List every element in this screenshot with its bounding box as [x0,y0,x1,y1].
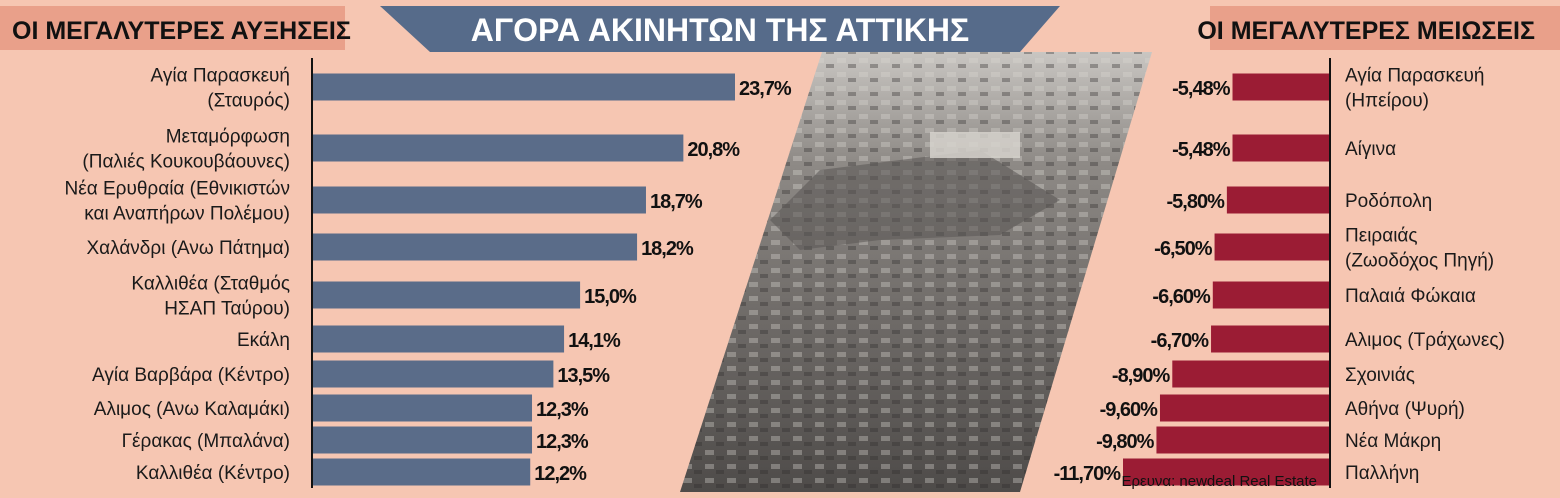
increase-value-label: 18,7% [650,191,703,213]
increase-bar [313,360,554,388]
increase-category-label-line-1: Καλλιθέα (Σταθμός [131,274,290,295]
increase-bar [313,394,533,422]
increase-category-label-line-1: Νέα Ερυθραία (Εθνικιστών [65,179,290,200]
decrease-value-label: -8,90% [1112,365,1171,387]
increase-value-label: 12,2% [534,463,587,485]
increase-value-label: 14,1% [568,330,621,352]
left-header-title: ΟΙ ΜΕΓΑΛΥΤΕΡΕΣ ΑΥΞΗΣΕΙΣ [12,17,351,45]
decrease-category-label-line-1: Σχοινιάς [1345,365,1415,386]
increase-value-label: 23,7% [739,78,792,100]
decrease-value-label: -6,50% [1154,238,1213,260]
increase-bars: 23,7% Αγία Παρασκευή (Σταυρός) 20,8% Μεταμόρ… [65,66,793,486]
decrease-value-label: -9,80% [1096,431,1155,453]
decrease-category-label-line-1: Παλλήνη [1345,463,1419,484]
decrease-bar [1172,360,1329,388]
increase-category-label-line-1: Χαλάνδρι (Ανω Πάτημα) [86,238,290,259]
decrease-bar [1156,426,1329,454]
increase-category-label-line-1: Αγία Παρασκευή [151,66,290,87]
right-header-band [1210,6,1560,50]
increase-category-label-line-1: Μεταμόρφωση [166,127,290,148]
decrease-bar [1232,73,1329,101]
increase-bar [313,233,638,261]
increase-bar [313,134,684,162]
decrease-bar [1211,325,1329,353]
decrease-value-label: -9,60% [1100,399,1159,421]
increase-value-label: 13,5% [557,365,610,387]
decrease-category-label-line-2: (Ζωοδόχος Πηγή) [1345,251,1494,272]
decrease-value-label: -5,48% [1172,78,1231,100]
title-band [380,6,1060,52]
decrease-category-label-line-1: Αίγινα [1345,139,1396,160]
decrease-category-label-line-1: Πειραιάς [1345,226,1418,247]
increase-bar [313,458,531,486]
increase-bar [313,325,565,353]
decrease-value-label: -6,70% [1151,330,1210,352]
decrease-category-label-line-1: Αλιμος (Τράχωνες) [1345,330,1505,351]
parthenon [930,132,1020,158]
increase-category-label-line-2: (Παλιές Κουκουβάουνες) [82,152,290,173]
increase-value-label: 20,8% [687,139,740,161]
decrease-bar [1226,186,1329,214]
increase-category-label-line-1: Αγία Βαρβάρα (Κέντρο) [92,365,290,386]
decrease-category-label-line-1: Αθήνα (Ψυρή) [1345,399,1465,420]
decrease-category-label-line-1: Παλαιά Φώκαια [1345,286,1476,307]
increase-value-label: 15,0% [584,286,637,308]
increase-value-label: 12,3% [536,399,589,421]
increase-bar [313,186,646,214]
increase-bar [313,73,735,101]
decrease-bar [1214,233,1329,261]
increase-category-label-line-1: Εκάλη [237,330,290,351]
decrease-value-label: -11,70% [1054,463,1122,485]
increase-category-label-line-1: Αλιμος (Ανω Καλαμάκι) [94,399,290,420]
increase-bar [313,426,533,454]
decrease-bar [1123,458,1329,486]
source-note: Ερευνα: newdeal Real Estate [1121,473,1317,490]
increase-category-label-line-1: Γέρακας (Μπαλάνα) [122,431,290,452]
decrease-bar [1212,281,1329,309]
increase-category-label-line-2: (Σταυρός) [207,91,290,112]
left-header-band [0,6,345,50]
decrease-value-label: -5,48% [1172,139,1231,161]
right-header-title: ΟΙ ΜΕΓΑΛΥΤΕΡΕΣ ΜΕΙΩΣΕΙΣ [1197,17,1535,45]
increase-category-label-line-2: και Αναπήρων Πολέμου) [84,204,290,225]
increase-value-label: 12,3% [536,431,589,453]
city-photo [680,52,1152,492]
decrease-category-label-line-1: Αγία Παρασκευή [1345,66,1484,87]
increase-value-label: 18,2% [641,238,694,260]
decrease-value-label: -6,60% [1152,286,1211,308]
decrease-category-label-line-1: Νέα Μάκρη [1345,431,1441,452]
main-title: ΑΓΟΡΑ ΑΚΙΝΗΤΩΝ ΤΗΣ ΑΤΤΙΚΗΣ [471,12,969,48]
decrease-bars: -5,48% Αγία Παρασκευή (Ηπείρου) -5,48% Αίγιν… [1054,66,1505,486]
decrease-bar [1159,394,1329,422]
increase-category-label-line-2: ΗΣΑΠ Ταύρου) [164,299,290,320]
decrease-value-label: -5,80% [1167,191,1226,213]
decrease-bar [1232,134,1329,162]
increase-bar [313,281,581,309]
increase-category-label-line-1: Καλλιθέα (Κέντρο) [136,463,290,484]
decrease-category-label-line-2: (Ηπείρου) [1345,91,1429,112]
decrease-category-label-line-1: Ροδόπολη [1345,191,1432,212]
acropolis-hill [770,150,1060,250]
